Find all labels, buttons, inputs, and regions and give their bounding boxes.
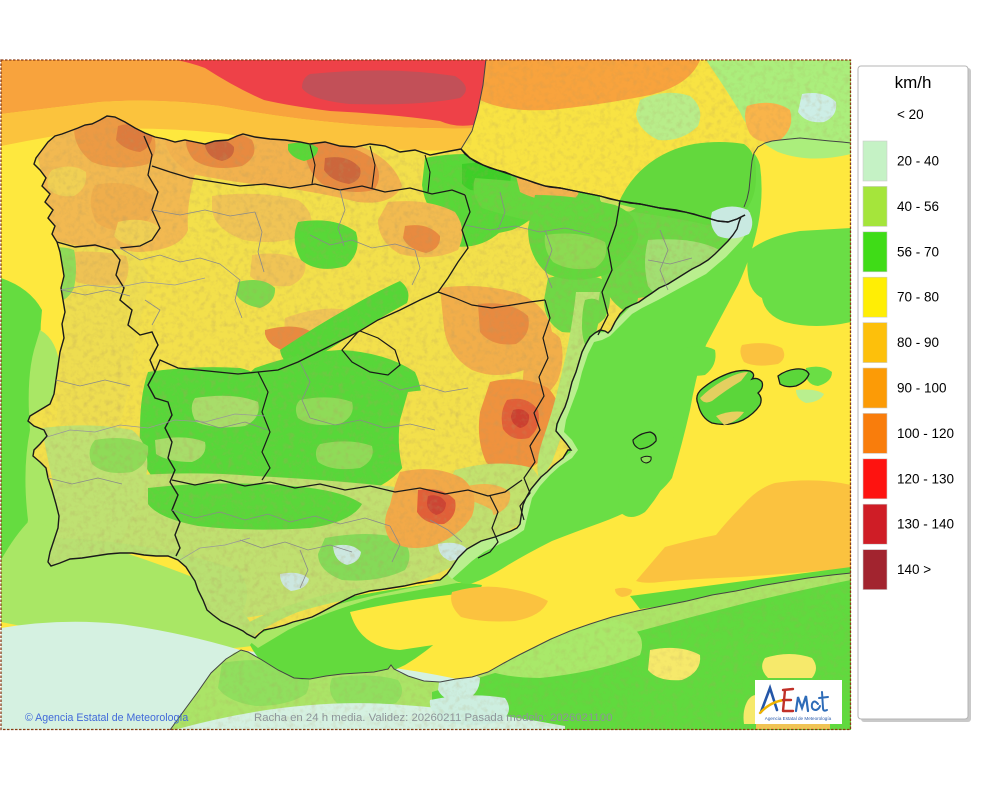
svg-text:20 - 40: 20 - 40 (897, 154, 939, 169)
svg-text:Agencia Estatal de Meteorologí: Agencia Estatal de Meteorología (765, 716, 832, 721)
svg-text:© Agencia Estatal de Meteorolo: © Agencia Estatal de Meteorología (25, 712, 188, 724)
svg-text:120 - 130: 120 - 130 (897, 471, 954, 486)
svg-text:< 20: < 20 (897, 107, 924, 122)
svg-text:130 - 140: 130 - 140 (897, 517, 954, 532)
svg-text:140 >: 140 > (897, 562, 931, 577)
svg-text:Racha en 24 h media. Validez:: Racha en 24 h media. Validez: 20260211 P… (254, 712, 612, 724)
svg-text:70 - 80: 70 - 80 (897, 290, 939, 305)
svg-text:80 - 90: 80 - 90 (897, 335, 939, 350)
svg-text:40 - 56: 40 - 56 (897, 199, 939, 214)
svg-text:km/h: km/h (895, 73, 932, 92)
svg-text:100 - 120: 100 - 120 (897, 426, 954, 441)
svg-text:56 - 70: 56 - 70 (897, 244, 939, 259)
svg-text:90 - 100: 90 - 100 (897, 381, 947, 396)
